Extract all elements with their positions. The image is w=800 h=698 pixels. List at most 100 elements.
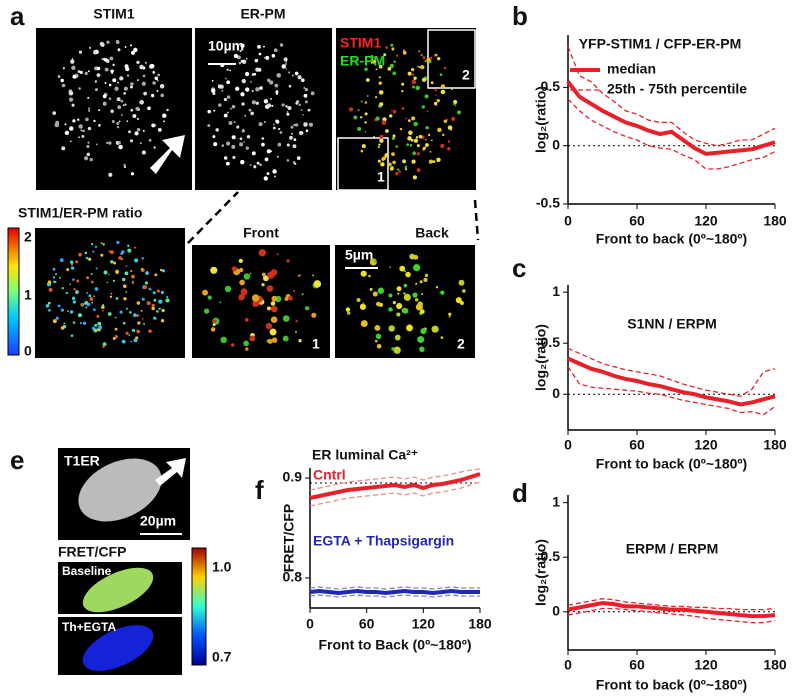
punctum xyxy=(421,77,426,82)
punctum xyxy=(360,320,368,328)
punctum xyxy=(219,301,222,304)
punctum xyxy=(286,159,290,162)
punctum xyxy=(286,112,290,116)
punctum xyxy=(392,134,396,138)
punctum xyxy=(88,46,92,49)
punctum xyxy=(139,64,144,70)
punctum xyxy=(251,100,257,105)
punctum xyxy=(218,103,222,107)
punctum xyxy=(61,83,66,88)
punctum xyxy=(395,171,399,176)
punctum xyxy=(423,146,427,150)
punctum xyxy=(458,279,465,286)
punctum xyxy=(457,110,462,115)
punctum xyxy=(251,294,260,302)
punctum xyxy=(415,282,418,285)
punctum xyxy=(147,106,151,111)
punctum xyxy=(101,57,104,61)
punctum xyxy=(440,290,445,295)
punctum xyxy=(268,80,274,85)
x-tick-label: 0 xyxy=(306,616,314,632)
punctum xyxy=(160,290,164,295)
punctum xyxy=(67,310,69,312)
x-tick-label: 60 xyxy=(359,616,375,632)
punctum xyxy=(433,54,436,57)
punctum xyxy=(305,306,310,311)
condition-label: Th+EGTA xyxy=(62,620,116,634)
punctum xyxy=(134,258,139,263)
y-tick-label: 0.5 xyxy=(541,78,561,94)
colorbar xyxy=(7,227,20,356)
punctum xyxy=(63,322,66,325)
punctum xyxy=(421,293,424,296)
punctum xyxy=(115,269,120,274)
punctum xyxy=(240,59,244,63)
punctum xyxy=(267,271,275,279)
punctum xyxy=(130,340,133,343)
punctum xyxy=(82,321,87,325)
punctum xyxy=(152,291,156,295)
punctum xyxy=(391,109,393,112)
punctum xyxy=(437,127,442,133)
punctum xyxy=(422,56,426,60)
punctum xyxy=(403,49,406,52)
punctum xyxy=(411,73,415,76)
punctum xyxy=(116,240,120,245)
colorbar-tick: 1.0 xyxy=(212,559,232,575)
punctum xyxy=(55,316,59,320)
punctum xyxy=(57,304,61,308)
punctum xyxy=(290,125,294,129)
punctum xyxy=(443,119,448,123)
punctum xyxy=(405,271,411,278)
punctum xyxy=(289,135,293,140)
punctum xyxy=(140,309,143,312)
punctum xyxy=(60,326,65,330)
punctum xyxy=(158,307,161,310)
punctum xyxy=(391,47,395,51)
punctum xyxy=(387,162,392,167)
punctum xyxy=(212,323,216,327)
punctum xyxy=(85,117,89,122)
punctum xyxy=(294,163,297,165)
punctum xyxy=(388,293,393,298)
punctum xyxy=(226,95,231,99)
punctum xyxy=(417,65,419,68)
punctum xyxy=(125,307,128,310)
punctum xyxy=(102,345,105,348)
punctum xyxy=(238,61,242,65)
punctum xyxy=(362,302,365,305)
punctum xyxy=(55,273,58,276)
punctum xyxy=(124,46,127,48)
punctum xyxy=(396,312,401,317)
punctum xyxy=(304,100,308,104)
punctum xyxy=(429,150,432,153)
punctum xyxy=(136,329,141,334)
punctum xyxy=(87,70,90,73)
punctum xyxy=(141,150,147,155)
punctum xyxy=(243,141,245,143)
punctum xyxy=(116,121,120,125)
punctum xyxy=(152,81,156,85)
punctum xyxy=(140,268,144,271)
punctum xyxy=(60,78,64,83)
punctum xyxy=(71,296,76,301)
punctum xyxy=(410,67,415,72)
x-tick-label: 180 xyxy=(763,657,787,673)
punctum xyxy=(434,88,437,92)
y-axis-label: log₂(ratio) xyxy=(533,324,549,391)
punctum xyxy=(265,55,270,60)
punctum xyxy=(266,103,272,108)
punctum xyxy=(112,63,115,67)
punctum xyxy=(292,289,296,293)
punctum xyxy=(288,295,293,301)
series-line xyxy=(309,481,481,507)
punctum xyxy=(96,66,101,71)
punctum xyxy=(379,102,384,107)
punctum xyxy=(87,141,90,144)
punctum xyxy=(114,86,119,91)
punctum xyxy=(123,86,128,91)
punctum xyxy=(112,78,117,83)
punctum xyxy=(294,123,299,127)
punctum xyxy=(388,325,395,332)
